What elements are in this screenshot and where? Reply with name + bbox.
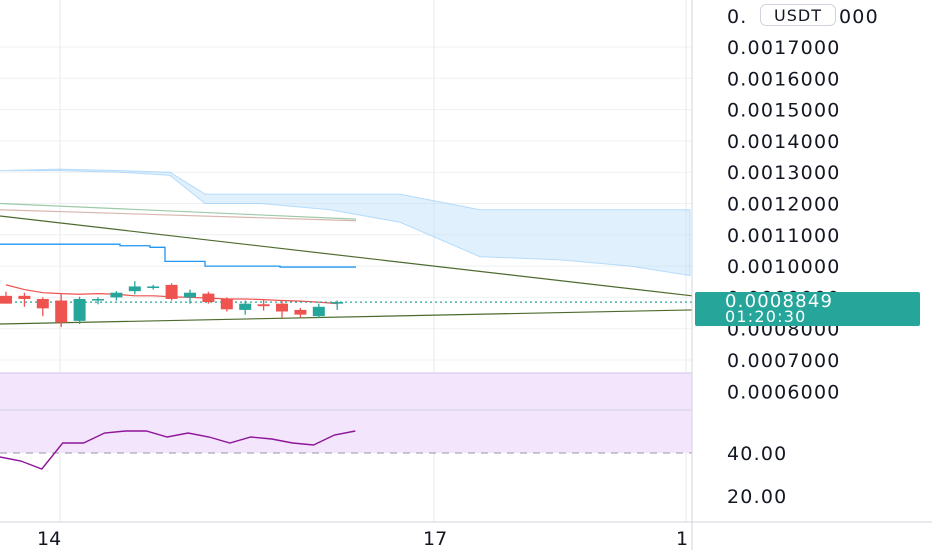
faint-trend-line [0,209,357,222]
candle-body [110,292,123,298]
faint-trend-line [0,202,357,220]
candle-body [55,300,68,323]
indicator-lines [0,202,693,325]
date-tick-label: 17 [423,528,447,550]
price-tick-label: 0.0013000 [727,162,841,184]
candle-body [0,295,12,304]
price-tick-label: 0.0016000 [727,68,841,90]
candle-countdown: 01:20:30 [725,307,807,326]
candle-body [92,298,104,301]
currency-badge[interactable]: USDT [760,4,836,26]
rsi-tick-label: 20.00 [727,486,787,508]
candle-body [220,298,233,310]
rsi-line [0,430,356,470]
price-tick-label: 0.0010000 [727,256,841,278]
date-tick-label: 1 [676,528,688,550]
candle-body [294,309,307,315]
current-price-value: 0.0008849 [725,291,834,312]
candle-body [147,286,160,289]
candle-body [331,302,344,304]
candle-body [276,303,288,312]
candle-body [257,304,270,307]
price-tick-label: 0.0006000 [727,381,841,403]
candle-body [73,298,86,321]
triangle-trend-line [0,309,693,325]
triangle-trend-line [0,215,693,297]
price-tick-label-partial: 000 [839,6,879,28]
ichimoku-cloud [0,168,691,277]
candlesticks [0,281,344,328]
candle-body [165,284,178,299]
price-tick-label: 0.0014000 [727,131,841,153]
candle-body [128,286,141,292]
date-tick-label: 14 [37,528,61,550]
candle-body [202,293,215,303]
ichimoku-cloud-area [0,168,691,277]
candle-body [18,295,31,299]
rsi-band [0,373,692,453]
candle-body [312,306,325,317]
candle-body [184,292,196,298]
rsi-tick-label: 40.00 [727,443,787,465]
price-tick-label: 0.0017000 [727,37,841,59]
price-tick-label: 0.0007000 [727,350,841,372]
price-tick-label: 0.0015000 [727,100,841,122]
candle-body [239,303,252,310]
price-tick-label: 0.0011000 [727,225,841,247]
base-line [0,243,356,268]
rsi-pane [0,372,692,470]
price-tick-label: 0.0012000 [727,194,841,216]
price-tick-label-partial: 0. [727,6,748,28]
current-price-tag: 0.0008849 01:20:30 [695,292,920,326]
candle-body [36,298,49,309]
